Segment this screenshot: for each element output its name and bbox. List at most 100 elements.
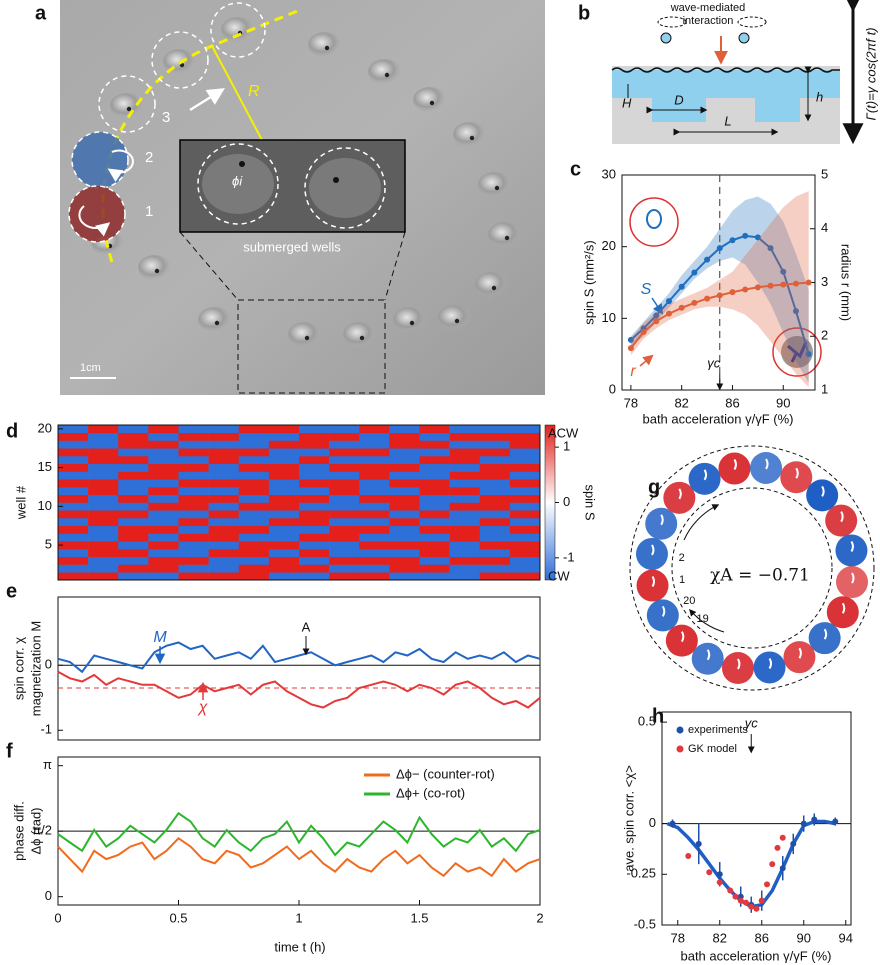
heat-cell	[419, 533, 450, 542]
heat-cell	[88, 549, 119, 558]
heat-cell	[389, 479, 420, 488]
heat-cell	[268, 541, 300, 550]
plot-frame	[57, 596, 541, 741]
heat-cell	[208, 479, 240, 488]
heat-cell	[58, 425, 89, 434]
heat-cell	[419, 556, 450, 565]
heat-cell	[238, 432, 270, 441]
x-tick-label: 90	[776, 395, 790, 410]
dimple	[198, 307, 232, 333]
heat-cell	[238, 502, 270, 511]
heat-cell	[148, 533, 179, 542]
heat-cell	[58, 572, 89, 581]
heat-cell	[389, 525, 420, 534]
data-point	[805, 351, 812, 358]
droplet	[454, 318, 460, 324]
heat-cell	[359, 549, 390, 558]
y-tick-label: π	[43, 757, 52, 772]
heat-cell	[148, 510, 179, 519]
data-point	[767, 282, 774, 289]
y-tick-label: 10	[602, 310, 616, 325]
panel-label: b	[578, 2, 590, 24]
x-tick-label: 1.5	[410, 910, 428, 925]
heat-cell	[208, 549, 240, 558]
data-point	[774, 844, 781, 851]
heat-cell	[88, 518, 119, 527]
panel-label: d	[6, 420, 18, 442]
data-point	[704, 256, 711, 263]
dim-label: H	[622, 95, 632, 110]
heat-cell	[268, 533, 300, 542]
heat-cell	[118, 471, 149, 480]
ring-arrow	[683, 504, 720, 541]
heat-cell	[359, 479, 390, 488]
heat-cell	[329, 448, 360, 457]
heat-cell	[359, 533, 390, 542]
heat-cell	[479, 533, 511, 542]
heat-cell	[299, 564, 330, 573]
y-axis-label: spin S (mm²/s)	[581, 240, 596, 325]
heat-cell	[509, 425, 541, 434]
radius-line	[211, 45, 263, 141]
heat-cell	[208, 425, 240, 434]
droplet-tail	[795, 467, 799, 479]
droplet-tail	[765, 458, 769, 470]
heat-cell	[419, 541, 450, 550]
data-point	[800, 820, 807, 827]
droplet	[214, 320, 220, 326]
y-tick-label: π/2	[32, 823, 52, 838]
heat-cell	[509, 564, 541, 573]
heat-cell	[419, 564, 450, 573]
heat-cell	[329, 502, 360, 511]
heat-cell	[419, 425, 450, 434]
heat-cell	[359, 541, 390, 550]
heat-cell	[268, 463, 300, 472]
heat-cell	[208, 533, 240, 542]
heat-cell	[118, 525, 149, 534]
y-axis-label: magnetization M	[28, 621, 43, 716]
heat-cell	[58, 525, 89, 534]
heat-cell	[479, 456, 511, 465]
zoom-line	[384, 231, 406, 301]
heat-cell	[148, 556, 179, 565]
dimple	[475, 272, 509, 298]
heat-cell	[509, 572, 541, 581]
heat-cell	[419, 494, 450, 503]
well-ccw	[71, 131, 129, 189]
data-point	[695, 840, 702, 847]
data-point	[653, 318, 660, 325]
heat-cell	[88, 564, 119, 573]
heat-cell	[419, 525, 450, 534]
heat-cell	[268, 425, 300, 434]
heat-cell	[449, 432, 481, 441]
heat-cell	[118, 549, 149, 558]
series-arrow	[639, 354, 654, 367]
heat-cell	[419, 502, 450, 511]
direction-arrow	[189, 88, 225, 112]
heat-cell	[118, 440, 149, 449]
heat-cell	[419, 432, 450, 441]
well-label: 20	[683, 595, 695, 607]
heat-cell	[329, 425, 360, 434]
droplet-tail	[660, 514, 664, 526]
heat-cell	[299, 456, 330, 465]
heat-cell	[118, 564, 149, 573]
heat-cell	[118, 432, 149, 441]
x-tick-label: 82	[713, 930, 727, 945]
heat-cell	[178, 440, 209, 449]
heat-cell	[148, 502, 179, 511]
x-tick-label: 2	[536, 910, 543, 925]
data-point	[704, 295, 711, 302]
heat-cell	[238, 494, 270, 503]
y-tick-label: 0	[609, 381, 616, 396]
dimple	[393, 307, 427, 333]
heat-cell	[148, 456, 179, 465]
heat-cell	[299, 541, 330, 550]
heat-cell	[479, 564, 511, 573]
heat-cell	[88, 456, 119, 465]
y-tick-label: -0.5	[634, 916, 656, 931]
droplet	[154, 268, 160, 274]
heat-cell	[449, 556, 481, 565]
heat-cell	[479, 440, 511, 449]
heat-cell	[88, 440, 119, 449]
